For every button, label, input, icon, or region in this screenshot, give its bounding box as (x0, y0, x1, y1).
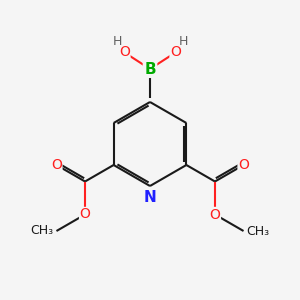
Text: O: O (80, 208, 91, 221)
Text: O: O (238, 158, 249, 172)
Text: N: N (144, 190, 156, 206)
Text: O: O (51, 158, 62, 172)
Text: CH₃: CH₃ (247, 224, 270, 238)
Text: CH₃: CH₃ (30, 224, 53, 238)
Text: O: O (209, 208, 220, 221)
Text: B: B (144, 61, 156, 76)
Text: O: O (170, 46, 181, 59)
Text: H: H (112, 34, 122, 48)
Text: H: H (178, 34, 188, 48)
Text: O: O (119, 46, 130, 59)
